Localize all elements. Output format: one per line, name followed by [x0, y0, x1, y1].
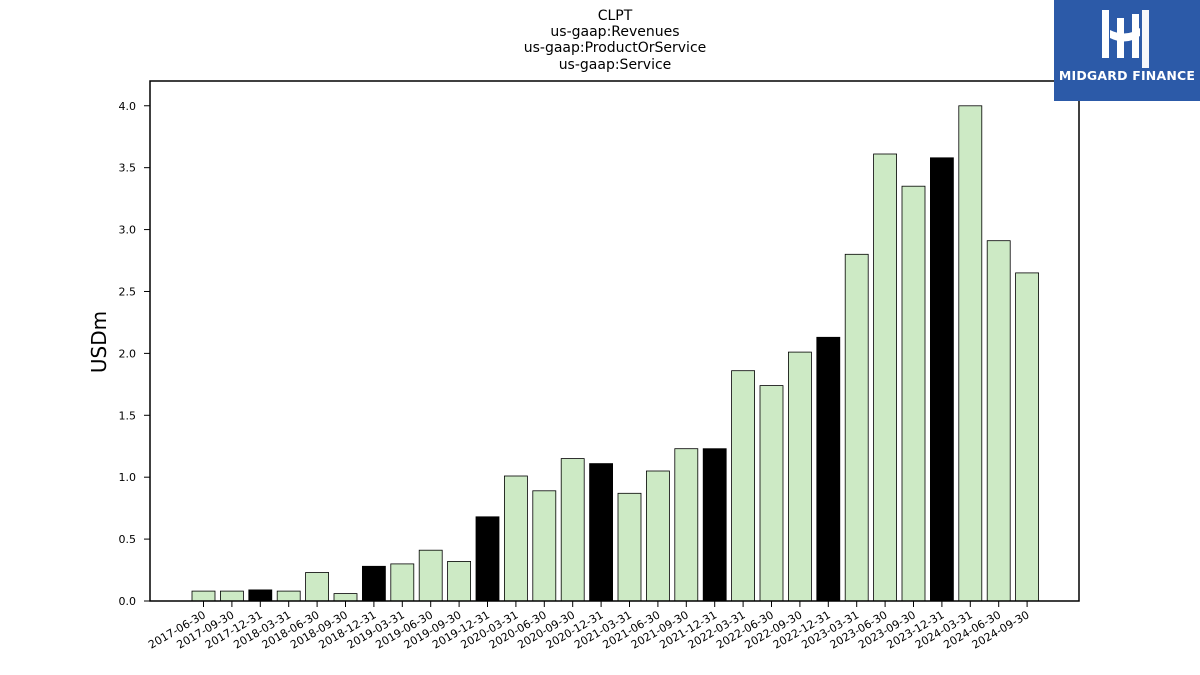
bar-2022-09-30 [788, 351, 812, 602]
bar-2020-03-31 [503, 475, 528, 602]
bar-2018-09-30 [333, 593, 358, 602]
midgard-finance-logo: MIDGARD FINANCE [1054, 0, 1200, 101]
bar-2023-06-30 [873, 153, 897, 602]
bar-2020-09-30 [560, 458, 585, 602]
bar-2023-03-31 [844, 253, 869, 602]
bar-2017-06-30 [191, 590, 216, 602]
bar-2021-03-31 [617, 492, 642, 602]
chart-title-line-4: us-gaap:Service [558, 57, 672, 73]
bar-2017-09-30 [219, 590, 244, 602]
bar-2019-03-31 [390, 563, 415, 602]
y-tick-label-0.5: 0.5 [119, 533, 137, 546]
bar-2022-06-30 [759, 385, 784, 602]
bar-2018-12-31 [361, 565, 386, 602]
bar-2019-09-30 [447, 561, 472, 602]
bar-2020-12-31 [589, 463, 613, 602]
chart-title-line-2: us-gaap:Revenues [550, 24, 680, 40]
bar-2022-12-31 [816, 336, 841, 602]
y-tick-label-0.0: 0.0 [119, 595, 137, 608]
bar-2019-12-31 [475, 516, 500, 602]
bar-2022-03-31 [731, 370, 755, 602]
bar-2023-12-31 [930, 157, 954, 602]
plot-frame [149, 80, 1080, 602]
bar-2021-09-30 [674, 448, 699, 602]
bar-2018-03-31 [276, 590, 301, 602]
y-tick-label-2.0: 2.0 [119, 347, 137, 360]
bar-2019-06-30 [418, 549, 443, 602]
bar-2024-06-30 [986, 240, 1011, 602]
y-tick-label-3.5: 3.5 [119, 162, 137, 175]
logo-text: MIDGARD FINANCE [1058, 68, 1196, 83]
bar-2018-06-30 [305, 572, 330, 602]
y-axis-label: USDm [87, 311, 111, 373]
chart-title-line-3: us-gaap:ProductOrService [523, 40, 707, 56]
bar-2024-03-31 [958, 105, 983, 602]
y-tick-label-1.5: 1.5 [119, 409, 137, 422]
chart-title-line-1: CLPT [597, 8, 633, 24]
midgard-logo-icon [1102, 10, 1149, 68]
bar-2023-09-30 [901, 185, 926, 602]
y-tick-label-1.0: 1.0 [119, 471, 137, 484]
bar-2021-06-30 [646, 470, 670, 602]
y-tick-label-4.0: 4.0 [119, 100, 137, 113]
y-tick-label-3.0: 3.0 [119, 224, 137, 237]
bar-2020-06-30 [532, 490, 557, 602]
bar-2021-12-31 [702, 448, 727, 602]
y-tick-label-2.5: 2.5 [119, 285, 137, 298]
bar-2024-09-30 [1015, 272, 1039, 602]
bar-2017-12-31 [248, 589, 273, 602]
